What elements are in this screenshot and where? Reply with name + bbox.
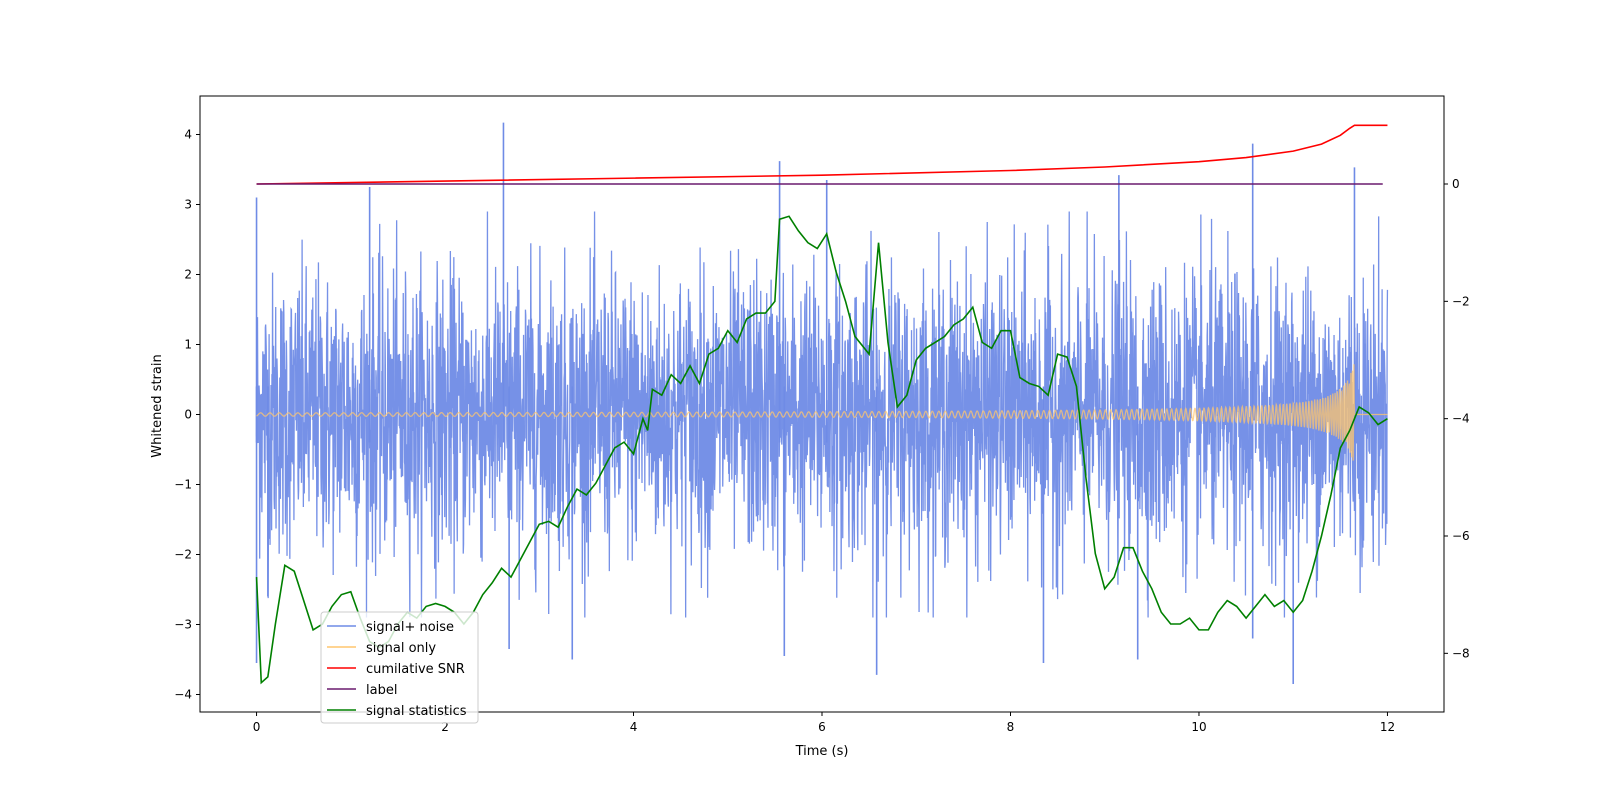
cumilative-snr-line (256, 124, 1388, 185)
legend: signal+ noise signal only cumilative SNR la… (320, 611, 479, 724)
y-right-tick-label: −2 (1452, 294, 1470, 308)
right-axis-series (255, 124, 1388, 685)
x-axis-title: Time (s) (795, 744, 849, 759)
signal-noise-series (255, 122, 1389, 684)
x-tick-label: 10 (1191, 720, 1206, 734)
y-axis-title: Whitened strain (150, 354, 165, 457)
legend-label: signal statistics (366, 704, 467, 719)
x-tick-label: 6 (818, 720, 826, 734)
y-axis-ticks: 4 3 2 1 0 −1 −2 −3 −4 (174, 128, 200, 702)
legend-label: cumilative SNR (366, 662, 465, 677)
x-axis-ticks: 0 2 4 6 8 10 12 (253, 712, 1395, 734)
signal-only-series (256, 364, 1388, 461)
y-tick-label: 0 (184, 408, 192, 422)
legend-box (320, 611, 479, 724)
plot-area (255, 122, 1389, 685)
y-right-axis-ticks: 0 −2 −4 −6 −8 (1444, 177, 1470, 660)
y-tick-label: −3 (174, 618, 192, 632)
x-tick-label: 4 (630, 720, 638, 734)
x-tick-label: 0 (253, 720, 261, 734)
y-right-tick-label: 0 (1452, 177, 1460, 191)
y-tick-label: −4 (174, 688, 192, 702)
legend-label: label (366, 683, 397, 698)
legend-label: signal+ noise (366, 620, 454, 635)
signal-only-line (256, 364, 1388, 461)
y-tick-label: 3 (184, 198, 192, 212)
y-right-tick-label: −6 (1452, 529, 1470, 543)
y-tick-label: 2 (184, 268, 192, 282)
y-tick-label: −1 (174, 478, 192, 492)
y-tick-label: 1 (184, 338, 192, 352)
x-tick-label: 2 (441, 720, 449, 734)
signal-statistics-line (255, 215, 1388, 685)
x-tick-label: 8 (1007, 720, 1015, 734)
signal-noise-line (255, 211, 1389, 618)
x-tick-label: 12 (1380, 720, 1395, 734)
y-tick-label: −2 (174, 548, 192, 562)
y-right-tick-label: −8 (1452, 646, 1470, 660)
legend-label: signal only (366, 641, 436, 656)
y-tick-label: 4 (184, 128, 192, 142)
y-right-tick-label: −4 (1452, 412, 1470, 426)
